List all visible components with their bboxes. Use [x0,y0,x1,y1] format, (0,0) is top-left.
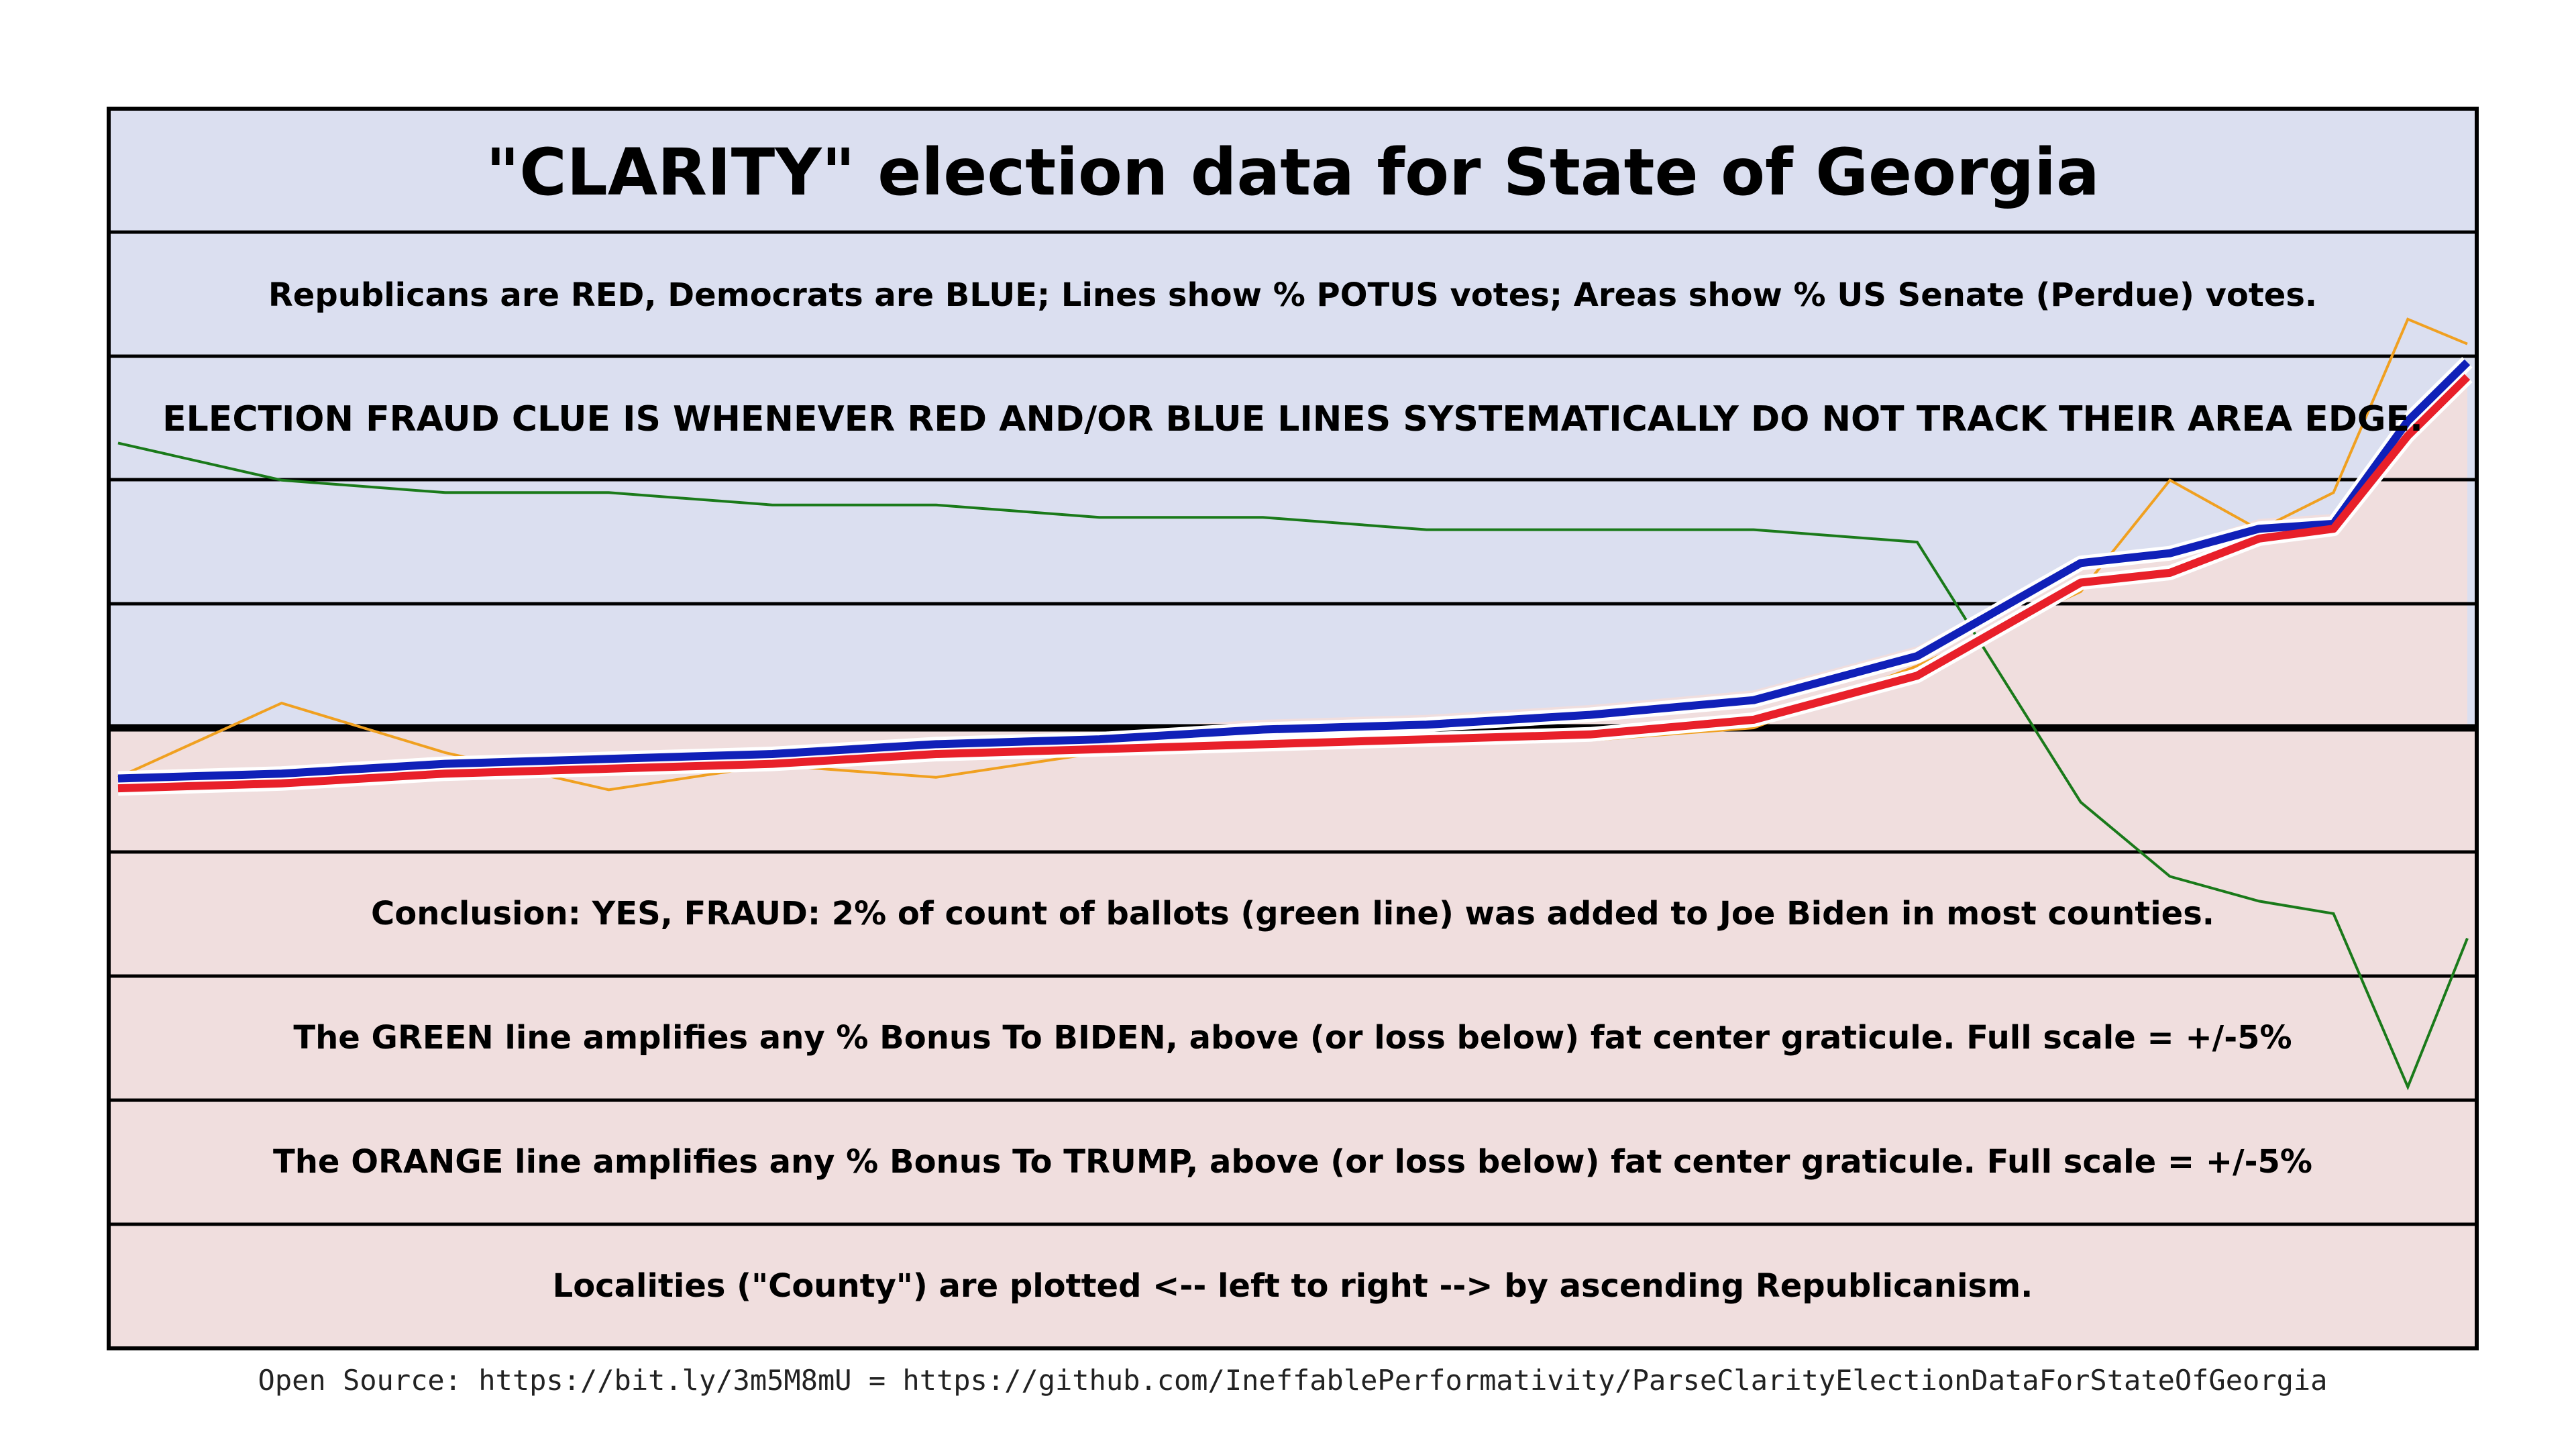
fraud-clue-note: ELECTION FRAUD CLUE IS WHENEVER RED AND/… [162,399,2423,439]
conclusion-note: Conclusion: YES, FRAUD: 2% of count of b… [371,895,2214,932]
chart-title: "CLARITY" election data for State of Geo… [486,135,2100,210]
graticule [109,230,2477,1226]
localities-note: Localities ("County") are plotted <-- le… [553,1267,2033,1305]
footer-source: Open Source: https://bit.ly/3m5M8mU = ht… [258,1364,2328,1397]
legend-note: Republicans are RED, Democrats are BLUE;… [268,276,2317,314]
chart-frame [107,107,2479,1350]
red-line-republican-potus [117,374,2471,793]
blue-line-democrat-potus [117,359,2471,783]
green-line-note: The GREEN line amplifies any % Bonus To … [293,1019,2292,1057]
orange-line-note: The ORANGE line amplifies any % Bonus To… [273,1143,2312,1181]
green-line-bonus-to-biden [117,441,2469,1091]
